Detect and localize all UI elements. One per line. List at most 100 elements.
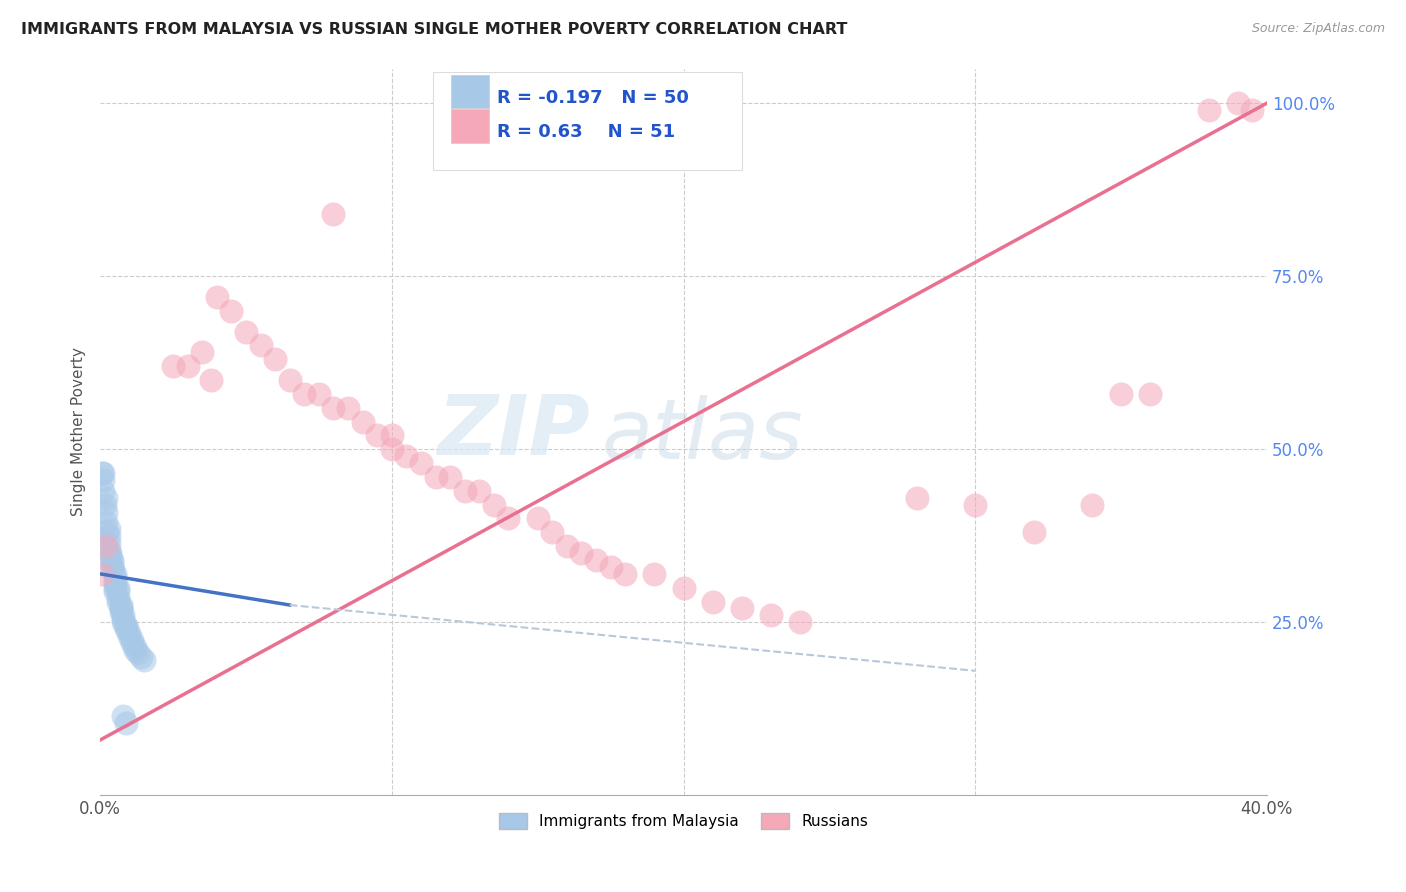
Point	[555, 539, 578, 553]
Point	[101, 560, 124, 574]
Point	[292, 387, 315, 401]
Point	[526, 511, 548, 525]
Point	[93, 498, 115, 512]
Point	[789, 615, 811, 630]
Point	[112, 608, 135, 623]
Text: ZIP: ZIP	[437, 392, 591, 473]
Point	[101, 557, 124, 571]
Point	[104, 584, 127, 599]
Point	[1081, 498, 1104, 512]
Point	[110, 601, 132, 615]
Point	[104, 570, 127, 584]
Point	[1241, 103, 1264, 117]
Point	[599, 560, 621, 574]
Point	[107, 594, 129, 608]
Text: atlas: atlas	[602, 395, 803, 476]
Point	[96, 525, 118, 540]
Point	[115, 715, 138, 730]
Point	[98, 546, 121, 560]
Point	[395, 449, 418, 463]
Point	[759, 608, 782, 623]
Point	[91, 474, 114, 488]
Point	[104, 577, 127, 591]
Point	[112, 612, 135, 626]
Point	[200, 373, 222, 387]
Point	[337, 401, 360, 415]
Point	[97, 529, 120, 543]
Point	[115, 619, 138, 633]
Point	[498, 511, 520, 525]
Point	[205, 290, 228, 304]
Point	[425, 470, 447, 484]
Point	[107, 584, 129, 599]
Point	[264, 352, 287, 367]
Point	[1022, 525, 1045, 540]
Point	[97, 535, 120, 549]
Point	[112, 615, 135, 630]
Point	[454, 483, 477, 498]
Point	[101, 553, 124, 567]
Text: IMMIGRANTS FROM MALAYSIA VS RUSSIAN SINGLE MOTHER POVERTY CORRELATION CHART: IMMIGRANTS FROM MALAYSIA VS RUSSIAN SING…	[21, 22, 848, 37]
Point	[97, 542, 120, 557]
Point	[308, 387, 330, 401]
Point	[112, 708, 135, 723]
Point	[107, 581, 129, 595]
Point	[1198, 103, 1220, 117]
Point	[585, 553, 607, 567]
Point	[249, 338, 271, 352]
Point	[468, 483, 491, 498]
Point	[352, 415, 374, 429]
Point	[121, 632, 143, 647]
Point	[322, 401, 344, 415]
Point	[235, 325, 257, 339]
Text: R = 0.63    N = 51: R = 0.63 N = 51	[496, 123, 675, 141]
Point	[541, 525, 564, 540]
Point	[91, 566, 114, 581]
Point	[571, 546, 593, 560]
Point	[110, 605, 132, 619]
Text: Source: ZipAtlas.com: Source: ZipAtlas.com	[1251, 22, 1385, 36]
Point	[107, 591, 129, 606]
Legend: Immigrants from Malaysia, Russians: Immigrants from Malaysia, Russians	[494, 806, 875, 835]
Point	[110, 598, 132, 612]
FancyBboxPatch shape	[451, 75, 489, 109]
Point	[104, 566, 127, 581]
Point	[409, 456, 432, 470]
Point	[110, 601, 132, 615]
Point	[366, 428, 388, 442]
Point	[91, 467, 114, 481]
Point	[381, 442, 404, 457]
Point	[118, 629, 141, 643]
Point	[132, 653, 155, 667]
Point	[90, 467, 112, 481]
Point	[127, 647, 149, 661]
Point	[965, 498, 987, 512]
Point	[124, 643, 146, 657]
Point	[115, 622, 138, 636]
Point	[91, 483, 114, 498]
Point	[94, 491, 117, 505]
Point	[672, 581, 695, 595]
Point	[98, 549, 121, 564]
Point	[97, 522, 120, 536]
Point	[1109, 387, 1132, 401]
Point	[115, 619, 138, 633]
Point	[1226, 96, 1249, 111]
Point	[278, 373, 301, 387]
Point	[121, 636, 143, 650]
Point	[322, 207, 344, 221]
Text: R = -0.197   N = 50: R = -0.197 N = 50	[496, 88, 689, 107]
FancyBboxPatch shape	[451, 109, 489, 143]
Point	[129, 649, 152, 664]
Point	[643, 566, 665, 581]
Point	[124, 640, 146, 654]
Point	[731, 601, 754, 615]
Point	[162, 359, 184, 374]
Point	[381, 428, 404, 442]
Y-axis label: Single Mother Poverty: Single Mother Poverty	[72, 348, 86, 516]
Point	[176, 359, 198, 374]
Point	[191, 345, 214, 359]
Point	[702, 594, 724, 608]
Point	[221, 303, 243, 318]
Point	[905, 491, 928, 505]
